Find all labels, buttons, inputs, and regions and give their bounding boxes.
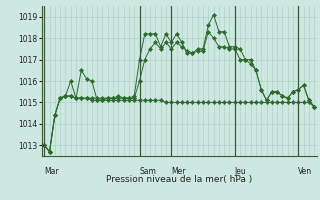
Text: Jeu: Jeu: [235, 167, 246, 176]
X-axis label: Pression niveau de la mer( hPa ): Pression niveau de la mer( hPa ): [106, 175, 252, 184]
Text: Sam: Sam: [140, 167, 156, 176]
Text: Mer: Mer: [171, 167, 186, 176]
Text: Mar: Mar: [44, 167, 59, 176]
Text: Ven: Ven: [298, 167, 312, 176]
